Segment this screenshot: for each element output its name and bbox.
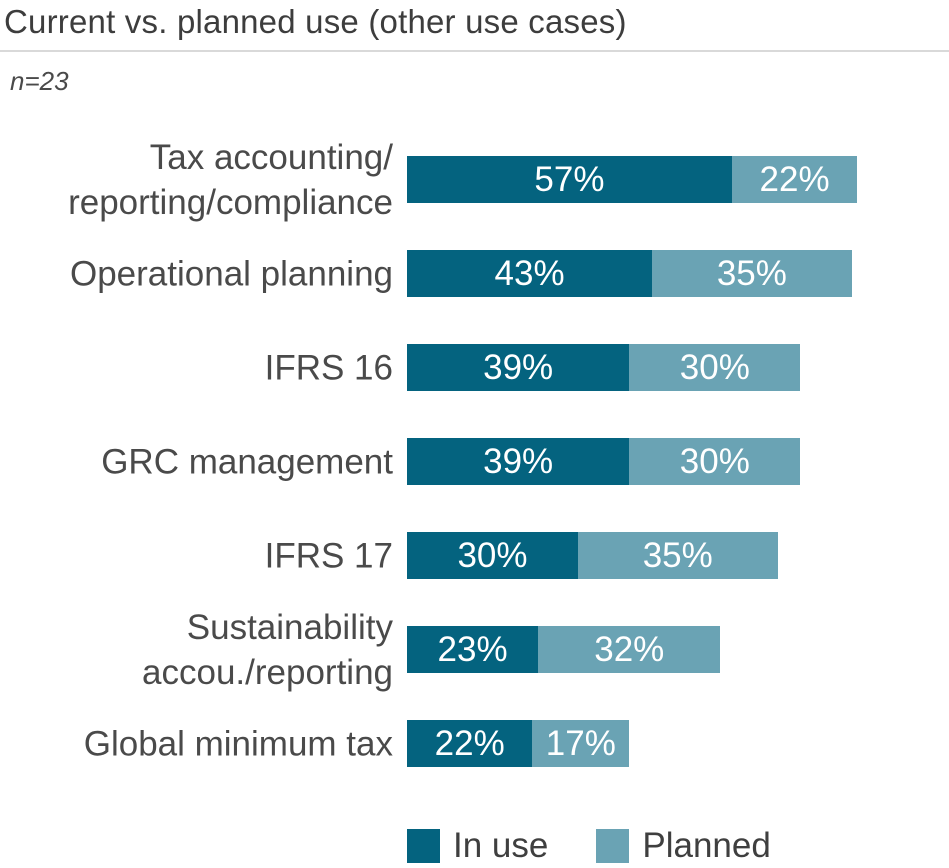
value-label: 23% — [437, 630, 508, 669]
chart-row: Operational planning 43% 35% — [0, 250, 949, 297]
sample-size-note: n=23 — [10, 66, 69, 96]
bar-segment-planned: 22% — [731, 156, 858, 203]
bar-segment-in-use: 39% — [407, 438, 630, 485]
category-label: GRC management — [101, 442, 393, 481]
value-label: 35% — [642, 536, 713, 575]
value-label: 22% — [759, 160, 830, 199]
chart-row: GRC management 39% 30% — [0, 438, 949, 485]
header: Current vs. planned use (other use cases… — [0, 0, 949, 52]
chart-row: Global minimum tax 22% 17% — [0, 720, 949, 767]
category-label: Sustainability accou./reporting — [142, 607, 393, 692]
stacked-bar: 22% 17% — [407, 720, 630, 767]
bar-segment-planned: 30% — [629, 438, 801, 485]
stacked-bar: 39% 30% — [407, 344, 801, 391]
stacked-bar: 30% 35% — [407, 532, 778, 579]
legend: In use Planned — [407, 826, 771, 866]
chart-row: IFRS 17 30% 35% — [0, 532, 949, 579]
category-label: Operational planning — [69, 254, 393, 293]
bar-segment-in-use: 23% — [407, 626, 539, 673]
in-use-swatch-icon — [407, 829, 440, 863]
planned-swatch-icon — [596, 829, 630, 863]
value-label: 22% — [434, 724, 505, 763]
category-label: Global minimum tax — [83, 724, 393, 763]
bar-segment-in-use: 43% — [407, 250, 653, 297]
legend-label-in-use: In use — [453, 826, 549, 865]
bar-segment-in-use: 39% — [407, 344, 630, 391]
chart-row: IFRS 16 39% 30% — [0, 344, 949, 391]
chart-row: Sustainability accou./reporting 23% 32% — [0, 608, 949, 692]
value-label: 39% — [483, 348, 554, 387]
stacked-bar: 43% 35% — [407, 250, 852, 297]
value-label: 39% — [483, 442, 554, 481]
legend-label-planned: Planned — [642, 826, 771, 865]
bar-segment-planned: 30% — [629, 344, 801, 391]
bar-segment-in-use: 22% — [407, 720, 533, 767]
value-label: 57% — [534, 160, 605, 199]
page-title: Current vs. planned use (other use cases… — [4, 3, 627, 40]
value-label: 43% — [494, 254, 565, 293]
value-label: 30% — [457, 536, 528, 575]
chart-row: Tax accounting/reporting/compliance 57% 22… — [0, 138, 949, 222]
chart: Tax accounting/reporting/compliance 57% 22… — [0, 138, 949, 816]
category-label: Tax accounting/reporting/compliance — [68, 137, 393, 222]
bar-segment-in-use: 57% — [407, 156, 732, 203]
stacked-bar: 23% 32% — [407, 626, 721, 673]
bar-segment-planned: 35% — [652, 250, 852, 297]
bar-segment-in-use: 30% — [407, 532, 578, 579]
value-label: 30% — [679, 442, 750, 481]
value-label: 30% — [679, 348, 750, 387]
stacked-bar: 39% 30% — [407, 438, 801, 485]
bar-segment-planned: 32% — [538, 626, 721, 673]
bar-segment-planned: 17% — [532, 720, 630, 767]
value-label: 35% — [716, 254, 787, 293]
category-label: IFRS 16 — [264, 348, 393, 387]
value-label: 32% — [594, 630, 665, 669]
stacked-bar: 57% 22% — [407, 156, 858, 203]
bar-segment-planned: 35% — [578, 532, 778, 579]
value-label: 17% — [545, 724, 616, 763]
legend-item-planned: Planned — [596, 826, 771, 866]
category-label: IFRS 17 — [264, 536, 393, 575]
legend-item-in-use: In use — [407, 826, 548, 866]
